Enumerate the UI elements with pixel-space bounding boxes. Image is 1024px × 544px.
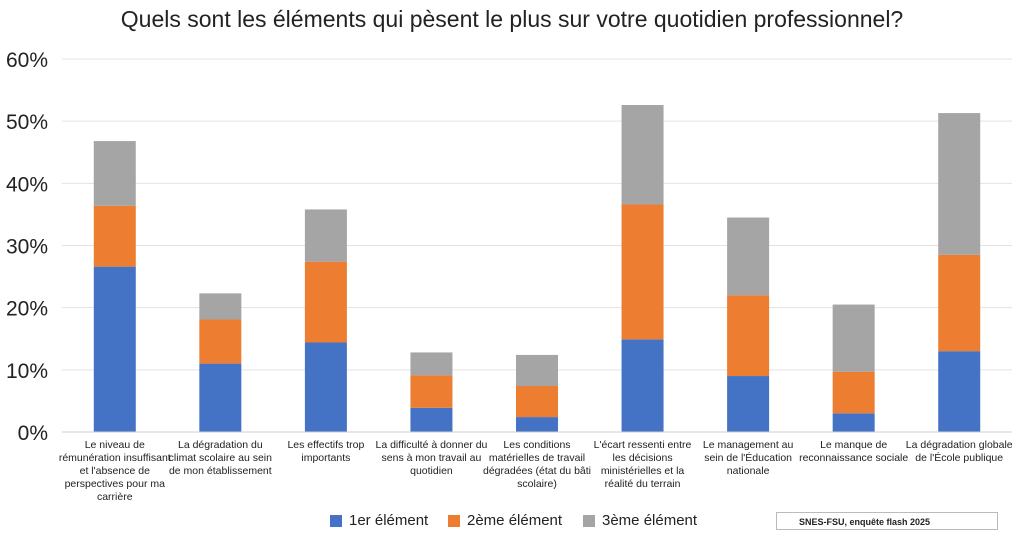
bar-segment-series-2-cat-7 — [727, 295, 770, 377]
legend-swatch-2eme — [448, 514, 460, 527]
x-category-label: Le niveau de rémunération insuffisant et… — [58, 439, 171, 503]
bar-segment-series-3-cat-4 — [410, 352, 453, 376]
bar-segment-series-2-cat-4 — [410, 375, 453, 408]
bar-segment-series-3-cat-6 — [621, 105, 664, 205]
legend-label-2eme: 2ème élément — [467, 512, 563, 529]
bar-segment-series-1-cat-1 — [93, 266, 136, 432]
bar-segment-series-2-cat-8 — [832, 371, 875, 414]
bar-segment-series-2-cat-3 — [304, 261, 347, 343]
x-category-label: La dégradation du climat scolaire au sei… — [168, 439, 272, 477]
bar-segment-series-3-cat-2 — [199, 293, 242, 320]
x-category-label: La difficulté à donner du sens à mon tra… — [375, 439, 488, 477]
legend-item-3eme: 3ème élément — [583, 512, 697, 529]
legend-swatch-1er — [330, 514, 342, 527]
bar-segment-series-1-cat-4 — [410, 407, 453, 432]
chart-title: Quels sont les éléments qui pèsent le pl… — [120, 6, 904, 32]
bar-segment-series-2-cat-1 — [93, 205, 136, 267]
legend-item-1er: 1er élément — [330, 512, 428, 529]
y-tick-label: 50% — [6, 111, 48, 134]
x-category-label: Le manque de reconnaissance sociale — [799, 439, 909, 464]
x-category-label: Le management au sein de l'Éducation nat… — [702, 439, 794, 477]
y-tick-label: 40% — [6, 173, 48, 196]
bar-segment-series-1-cat-6 — [621, 339, 664, 432]
source-note: SNES-FSU, enquête flash 2025 — [776, 512, 998, 530]
bar-segment-series-2-cat-2 — [199, 319, 242, 364]
bar-segment-series-2-cat-9 — [938, 254, 981, 352]
bar-segment-series-2-cat-5 — [516, 385, 558, 418]
legend-label-3eme: 3ème élément — [602, 512, 698, 529]
legend-swatch-3eme — [583, 514, 595, 527]
bar-segment-series-1-cat-2 — [199, 363, 242, 432]
bar-segment-series-2-cat-6 — [621, 204, 664, 340]
bar-segment-series-3-cat-1 — [93, 141, 136, 206]
x-category-label: Les effectifs trop importants — [287, 439, 365, 464]
legend-item-2eme: 2ème élément — [448, 512, 562, 529]
y-tick-label: 30% — [6, 236, 48, 259]
y-tick-label: 0% — [18, 422, 48, 445]
x-category-label: L'écart ressenti entre les décisions min… — [593, 439, 692, 490]
bar-segment-series-3-cat-5 — [516, 354, 558, 386]
y-tick-label: 10% — [6, 360, 48, 383]
bar-segment-series-1-cat-3 — [304, 342, 347, 432]
legend-label-1er: 1er élément — [349, 512, 429, 529]
bar-segment-series-1-cat-5 — [516, 417, 558, 432]
bar-segment-series-1-cat-7 — [727, 376, 770, 432]
bar-segment-series-1-cat-9 — [938, 351, 981, 432]
y-tick-label: 20% — [6, 298, 48, 321]
bar-segment-series-3-cat-7 — [727, 217, 770, 296]
y-axis-tick-labels: 0% 10% 20% 30% 40% 50% 60% — [6, 49, 48, 445]
bars — [93, 105, 981, 432]
y-tick-label: 60% — [6, 49, 48, 72]
bar-segment-series-3-cat-3 — [304, 209, 347, 262]
bar-segment-series-1-cat-8 — [832, 413, 875, 432]
legend: 1er élément 2ème élément 3ème élément — [0, 512, 1024, 536]
bar-segment-series-3-cat-9 — [938, 113, 981, 255]
bar-segment-series-3-cat-8 — [832, 304, 875, 372]
x-category-label: Les conditions matérielles de travail dé… — [483, 439, 591, 490]
x-category-label: La dégradation globale de l'École publiq… — [905, 439, 1013, 464]
